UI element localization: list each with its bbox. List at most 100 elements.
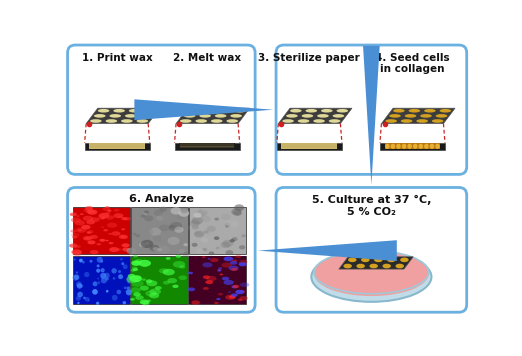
Ellipse shape [135,280,139,282]
Ellipse shape [223,280,234,285]
Ellipse shape [201,216,211,222]
Ellipse shape [114,209,120,212]
Ellipse shape [385,119,397,123]
Ellipse shape [137,119,148,123]
Ellipse shape [321,109,333,112]
Ellipse shape [317,114,329,118]
Ellipse shape [159,215,164,218]
Ellipse shape [144,109,156,112]
Circle shape [126,289,132,295]
Ellipse shape [153,247,159,251]
Ellipse shape [159,268,169,273]
Ellipse shape [144,213,147,215]
Ellipse shape [140,114,152,118]
Ellipse shape [220,273,223,276]
Ellipse shape [192,217,203,225]
Ellipse shape [97,243,101,245]
Ellipse shape [90,250,99,254]
Circle shape [88,299,90,301]
Ellipse shape [203,109,215,112]
Ellipse shape [216,246,220,249]
Circle shape [89,260,92,263]
Circle shape [105,277,109,281]
Ellipse shape [216,298,220,300]
Ellipse shape [174,226,184,233]
Ellipse shape [282,119,294,123]
Ellipse shape [239,260,248,264]
Ellipse shape [86,209,94,214]
Ellipse shape [221,214,231,220]
Ellipse shape [73,252,82,256]
Ellipse shape [401,119,412,123]
Ellipse shape [109,247,119,252]
Ellipse shape [99,239,105,242]
Ellipse shape [188,272,193,274]
Circle shape [120,258,123,260]
Ellipse shape [135,261,139,263]
Ellipse shape [203,276,210,279]
Ellipse shape [198,218,204,221]
Ellipse shape [393,109,405,112]
Ellipse shape [129,109,140,112]
Circle shape [125,290,127,292]
Ellipse shape [135,295,144,300]
Ellipse shape [221,262,232,268]
Ellipse shape [140,299,149,305]
Ellipse shape [119,235,125,238]
Circle shape [123,301,126,304]
Ellipse shape [85,206,93,210]
Ellipse shape [231,208,242,215]
Ellipse shape [132,229,138,233]
Ellipse shape [113,109,125,112]
Ellipse shape [424,144,429,149]
Circle shape [92,289,98,295]
Ellipse shape [240,290,245,293]
Ellipse shape [146,280,158,286]
Ellipse shape [290,109,302,112]
Circle shape [118,274,123,279]
Circle shape [104,273,110,278]
FancyBboxPatch shape [73,207,129,255]
Ellipse shape [150,245,159,251]
Ellipse shape [239,245,245,250]
Ellipse shape [135,234,140,237]
Ellipse shape [402,144,406,149]
Text: 5. Culture at 37 °C,
5 % CO₂: 5. Culture at 37 °C, 5 % CO₂ [312,195,431,217]
Ellipse shape [222,277,229,281]
Ellipse shape [197,209,207,216]
Ellipse shape [413,144,418,149]
Ellipse shape [135,276,141,279]
Ellipse shape [223,256,233,261]
Ellipse shape [239,262,247,266]
Ellipse shape [195,119,207,123]
Circle shape [77,292,83,297]
Ellipse shape [383,264,391,268]
Ellipse shape [152,233,164,241]
Circle shape [126,286,130,290]
FancyBboxPatch shape [281,143,337,150]
Ellipse shape [286,114,298,118]
Ellipse shape [172,284,179,288]
FancyBboxPatch shape [89,143,145,150]
Circle shape [76,281,82,287]
Ellipse shape [200,238,208,242]
Ellipse shape [188,288,195,291]
Ellipse shape [87,230,93,234]
Ellipse shape [302,114,313,118]
Ellipse shape [202,231,211,237]
Ellipse shape [217,269,221,272]
Ellipse shape [183,243,188,246]
Ellipse shape [167,278,177,283]
Ellipse shape [230,114,242,118]
Ellipse shape [215,218,219,221]
Ellipse shape [314,251,429,296]
Ellipse shape [179,249,185,253]
Ellipse shape [103,207,111,211]
Ellipse shape [121,236,127,239]
Ellipse shape [110,114,121,118]
FancyBboxPatch shape [189,256,246,304]
Ellipse shape [389,114,401,118]
Ellipse shape [225,223,231,227]
Ellipse shape [222,240,233,247]
Ellipse shape [241,234,246,237]
